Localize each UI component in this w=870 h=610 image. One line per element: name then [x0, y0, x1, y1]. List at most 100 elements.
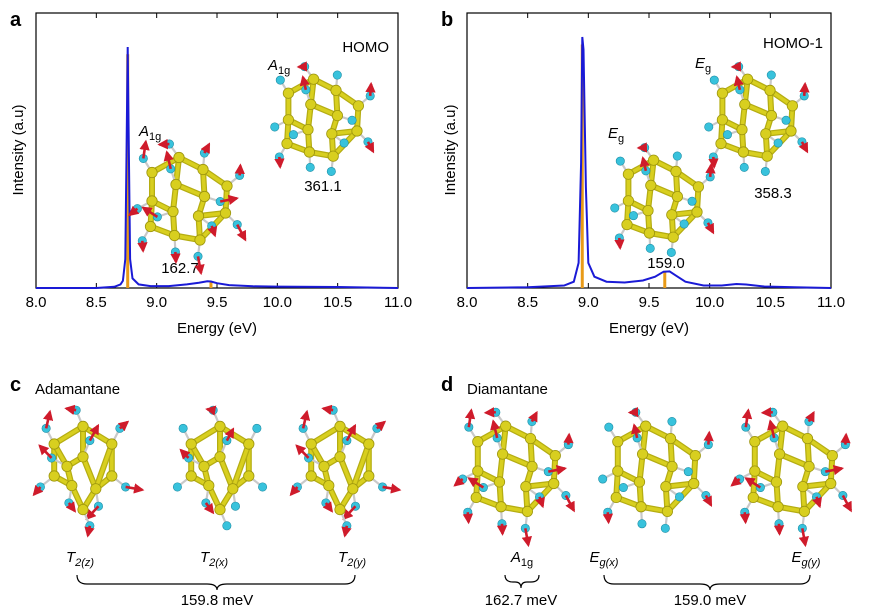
carbon-atom: [797, 480, 809, 493]
hydrogen-atom: [598, 474, 608, 484]
panel-d-mode3-symbol: Eg(y): [792, 549, 821, 569]
carbon-atom: [520, 480, 532, 493]
carbon-atom: [549, 449, 561, 462]
displacement-arrow: [798, 528, 809, 548]
displacement-arrow: [841, 494, 853, 513]
panel-c-letter: c: [10, 374, 21, 396]
carbon-atom: [496, 448, 509, 460]
carbon-atom: [524, 432, 537, 445]
displacement-arrow: [163, 150, 174, 170]
carbon-atom: [77, 451, 89, 463]
carbon-atom: [495, 501, 507, 513]
carbon-atom: [305, 438, 317, 450]
carbon-atom: [777, 420, 789, 432]
carbon-atom: [548, 477, 560, 490]
carbon-atom: [521, 505, 534, 517]
hydrogen-atom: [687, 196, 697, 206]
carbon-atom: [761, 150, 773, 162]
carbon-atom: [66, 479, 78, 492]
displacement-arrow: [614, 237, 625, 250]
displacement-arrow: [322, 501, 334, 513]
displacement-arrow: [741, 408, 753, 428]
carbon-atom: [786, 100, 799, 112]
displacement-arrow: [767, 419, 778, 439]
x-tick-label: 10.0: [695, 294, 724, 311]
x-tick-label: 8.5: [517, 294, 538, 311]
displacement-arrow: [194, 256, 205, 276]
c-c-bond-highlight: [351, 442, 371, 491]
carbon-atom: [666, 460, 678, 473]
carbon-atom: [221, 180, 233, 192]
panel-d: Diamantane A1g Eg(x) Eg(y) 162.7 meV 159…: [453, 381, 853, 609]
hydrogen-atom: [326, 166, 336, 176]
panel-b-spectrum-line: [466, 36, 832, 289]
x-tick-label: 10.5: [756, 294, 785, 311]
carbon-atom: [77, 503, 89, 516]
hydrogen-atom: [275, 75, 285, 85]
hydrogen-atom: [760, 166, 770, 176]
carbon-atom: [661, 505, 674, 517]
x-tick-label: 10.0: [263, 294, 292, 311]
displacement-arrow: [85, 505, 100, 521]
panel-a-mode2-energy: 361.1: [304, 178, 342, 195]
carbon-atom: [612, 436, 624, 448]
displacement-arrow: [65, 501, 77, 513]
panel-b-molecule-2: [704, 61, 810, 176]
displacement-arrow: [342, 505, 357, 521]
panel-c-mode3-symbol: T2(y): [338, 549, 366, 569]
x-tick-label: 11.0: [817, 294, 845, 311]
panel-b-mode2-symbol: Eg: [695, 55, 711, 75]
carbon-atom: [351, 125, 363, 137]
carbon-atom: [621, 219, 633, 231]
displacement-arrow: [708, 156, 719, 169]
displacement-arrow: [88, 423, 100, 442]
panel-d-mode2-symbol: Eg(x): [590, 549, 619, 569]
displacement-arrow: [639, 156, 650, 172]
displacement-arrow: [219, 194, 239, 205]
carbon-atom: [323, 479, 335, 492]
carbon-atom: [363, 438, 375, 450]
carbon-atom: [715, 138, 727, 150]
displacement-arrow: [739, 512, 751, 525]
carbon-atom: [173, 151, 185, 164]
displacement-arrow: [117, 420, 130, 432]
carbon-atom: [90, 483, 102, 495]
displacement-arrow: [299, 409, 311, 429]
displacement-arrow: [812, 496, 822, 509]
displacement-arrow: [295, 444, 310, 459]
panel-d-energy-a1g: 162.7 meV: [485, 592, 558, 609]
carbon-atom: [612, 465, 624, 477]
panel-a-corner-label: HOMO: [342, 39, 389, 56]
displacement-arrow: [205, 405, 217, 416]
displacement-arrow: [705, 162, 716, 177]
panel-a-mode1-energy: 162.7: [161, 260, 199, 277]
hydrogen-atom: [704, 122, 714, 132]
carbon-atom: [214, 420, 226, 432]
carbon-atom: [737, 146, 750, 158]
panel-d-mode1-symbol: A1g: [510, 549, 533, 569]
carbon-atom: [334, 451, 346, 463]
carbon-atom: [194, 234, 206, 246]
displacement-arrow: [32, 484, 44, 497]
displacement-arrow: [602, 512, 614, 525]
hydrogen-atom: [305, 162, 315, 172]
carbon-atom: [741, 73, 754, 85]
carbon-atom: [622, 168, 635, 180]
displacement-arrow: [364, 141, 375, 154]
panel-d-energy-eg: 159.0 meV: [674, 592, 747, 609]
carbon-atom: [334, 420, 346, 432]
displacement-arrow: [703, 430, 714, 445]
carbon-atom: [347, 483, 359, 495]
carbon-atom: [331, 110, 343, 122]
panel-d-brace-eg: [603, 574, 811, 591]
x-tick-label: 8.0: [26, 294, 47, 311]
carbon-atom: [689, 449, 701, 462]
hydrogen-atom: [672, 151, 682, 161]
carbon-atom: [640, 420, 652, 432]
carbon-atom: [198, 460, 210, 472]
displacement-arrow: [321, 404, 334, 416]
x-tick-label: 9.0: [146, 294, 167, 311]
carbon-atom: [739, 98, 751, 111]
carbon-atom: [747, 491, 759, 504]
x-tick-label: 8.5: [86, 294, 107, 311]
